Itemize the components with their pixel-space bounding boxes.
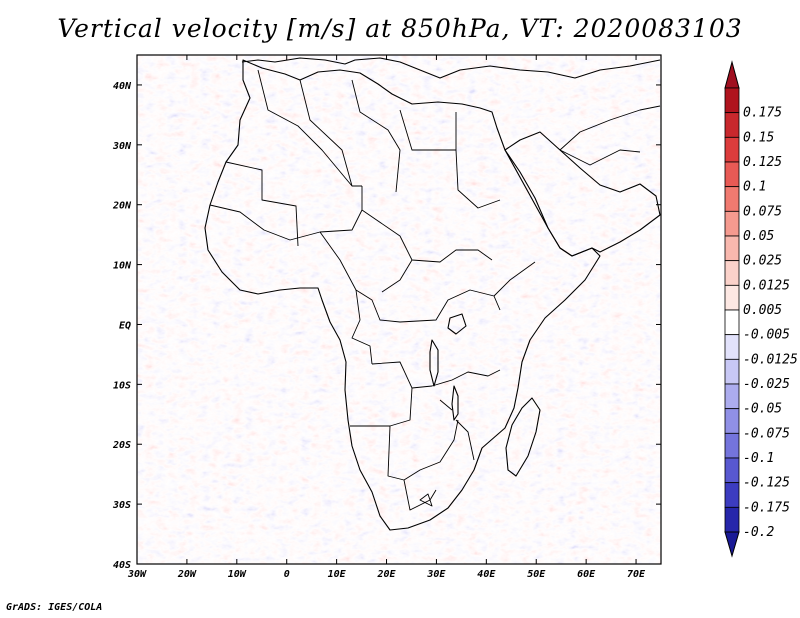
colorbar-label: -0.2 [743,525,774,540]
colorbar-swatch [724,161,740,188]
lat-tick-label: 20S [112,440,131,451]
colorbar-swatch [724,383,740,410]
madagascar-coastline [505,397,541,477]
colorbar-swatch [724,260,740,286]
axis-ticks [136,55,661,565]
colorbar-swatch [724,408,740,434]
coastlines [204,57,661,531]
colorbar-label: 0.1 [743,180,766,195]
lake-malawi [451,385,459,421]
lake-tanganyika [429,339,439,387]
map-title: Vertical velocity [m/s] at 850hPa, VT: 2… [57,14,743,43]
colorbar-label: 0.075 [743,204,782,219]
colorbar-label: -0.175 [743,500,790,515]
colorbar-swatch [724,87,740,114]
lon-tick-label: 50E [527,569,546,580]
colorbar-label: 0.025 [743,254,782,269]
colorbar-label: -0.005 [743,328,790,343]
country-borders [209,69,661,511]
lat-tick-label: 30N [112,141,132,152]
colorbar: 0.175 0.15 0.125 0.1 0.075 0.05 0.025 0.0125 0.0… [724,60,798,558]
colorbar-label: -0.075 [743,426,790,441]
lat-tick-label: EQ [119,320,131,331]
colorbar-label: 0.125 [743,155,782,170]
axis-labels: 30W 20W 10W 0 10E 20E 30E 40E 50E 60E 70E 40N 30N 20N… [112,81,646,580]
colorbar-label: -0.1 [743,451,774,466]
grads-credit: GrADS: IGES/COLA [6,602,103,613]
colorbar-swatch [724,112,740,138]
lon-tick-label: 30E [426,569,446,580]
colorbar-label: -0.025 [743,377,790,392]
colorbar-label: -0.05 [743,402,782,417]
plot-frame [136,54,662,565]
lon-tick-label: 20W [177,569,197,580]
colorbar-under-arrow [724,531,740,558]
lon-tick-label: 70E [627,569,646,580]
lon-tick-label: 40E [477,569,496,580]
colorbar-swatch [724,186,740,212]
colorbar-label: 0.175 [743,106,782,121]
lon-tick-label: 60E [577,569,596,580]
lat-tick-label: 30S [112,500,131,511]
colorbar-swatch [724,136,740,163]
colorbar-swatch [724,432,740,459]
colorbar-swatch [724,457,740,484]
lake-victoria [447,313,467,335]
lat-tick-label: 20N [112,201,132,212]
colorbar-swatch [724,334,740,360]
lon-tick-label: 0 [284,569,290,580]
colorbar-label: 0.0125 [743,278,790,293]
colorbar-swatch [724,235,740,262]
lon-tick-label: 20E [376,569,396,580]
colorbar-label: -0.0125 [743,352,798,367]
colorbar-swatch [724,506,740,533]
lon-tick-label: 30W [127,569,147,580]
colorbar-label: 0.15 [743,130,774,145]
colorbar-swatch [724,358,740,385]
colorbar-swatch [724,309,740,336]
colorbar-swatch [724,284,740,311]
europe-coastline [241,57,661,79]
colorbar-swatch [724,482,740,508]
vertical-velocity-field [137,55,661,564]
lat-tick-label: 10S [113,380,131,391]
africa-coastline [204,59,601,531]
lon-tick-label: 10E [328,569,347,580]
colorbar-over-arrow [724,60,740,89]
arabia-coastline [504,131,661,257]
colorbar-label: 0.05 [743,229,774,244]
lat-tick-label: 40N [113,81,132,92]
lon-tick-label: 10W [228,569,247,580]
lat-tick-label: 10N [113,261,132,272]
colorbar-label: 0.005 [743,303,782,318]
colorbar-swatch [724,210,740,237]
lat-tick-label: 40S [113,560,131,571]
colorbar-label: -0.125 [743,476,790,491]
